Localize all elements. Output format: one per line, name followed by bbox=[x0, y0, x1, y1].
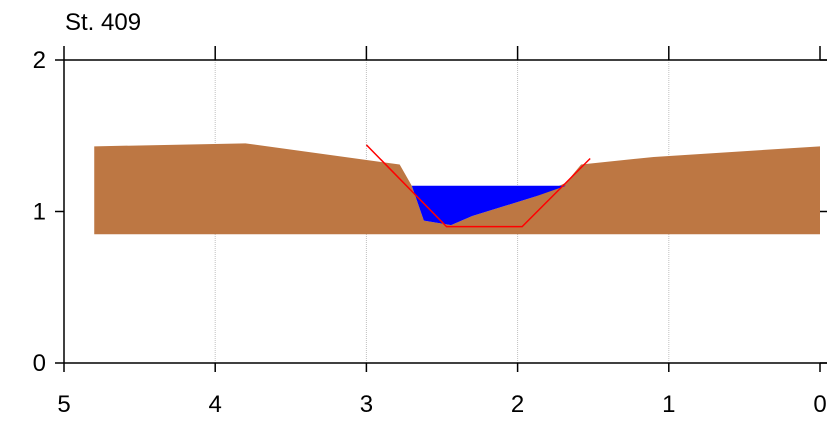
terrain-area bbox=[94, 143, 821, 235]
x-tick-label-5: 0 bbox=[813, 391, 826, 418]
chart-title: St. 409 bbox=[65, 9, 141, 36]
axes bbox=[55, 46, 827, 372]
x-tick-labels: 5 4 3 2 1 0 bbox=[57, 391, 826, 418]
grid-lines bbox=[214, 60, 670, 363]
x-tick-label-3: 2 bbox=[511, 391, 524, 418]
design-section-line bbox=[365, 144, 591, 228]
y-tick-labels: 0 1 2 bbox=[33, 47, 46, 377]
y-tick-label-2: 2 bbox=[33, 47, 46, 74]
x-tick-label-0: 5 bbox=[57, 391, 70, 418]
water-area bbox=[411, 185, 566, 226]
y-tick-label-1: 1 bbox=[33, 199, 46, 226]
x-tick-label-2: 3 bbox=[360, 391, 373, 418]
x-tick-label-1: 4 bbox=[209, 391, 222, 418]
x-tick-label-4: 1 bbox=[662, 391, 675, 418]
y-tick-label-0: 0 bbox=[33, 350, 46, 377]
